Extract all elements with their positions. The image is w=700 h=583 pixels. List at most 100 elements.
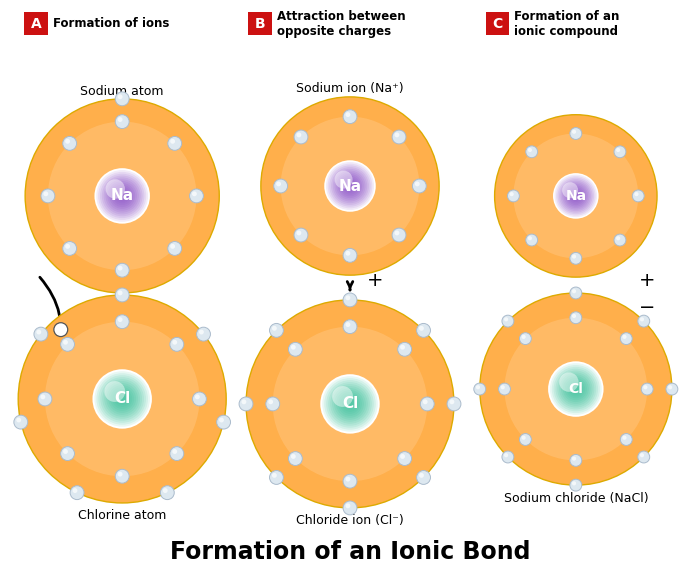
Text: −: −	[639, 298, 655, 317]
Circle shape	[398, 452, 412, 465]
Circle shape	[526, 146, 538, 158]
Circle shape	[572, 456, 576, 461]
Circle shape	[562, 182, 578, 198]
Circle shape	[420, 397, 434, 411]
Circle shape	[522, 335, 526, 339]
Circle shape	[640, 453, 644, 457]
Circle shape	[68, 345, 176, 454]
Circle shape	[111, 185, 133, 207]
Circle shape	[112, 389, 132, 409]
Circle shape	[334, 388, 366, 420]
Text: Attraction between
opposite charges: Attraction between opposite charges	[276, 9, 405, 37]
Circle shape	[554, 175, 597, 217]
Text: Cl: Cl	[342, 396, 358, 412]
Circle shape	[419, 326, 424, 331]
Circle shape	[331, 167, 369, 205]
Circle shape	[570, 252, 582, 264]
Circle shape	[568, 382, 583, 396]
Circle shape	[419, 473, 424, 478]
Circle shape	[548, 361, 603, 417]
Circle shape	[294, 130, 308, 144]
Circle shape	[344, 398, 356, 410]
Circle shape	[622, 335, 626, 339]
Circle shape	[559, 373, 592, 406]
Circle shape	[508, 190, 519, 202]
Circle shape	[563, 376, 589, 402]
Circle shape	[48, 122, 197, 270]
Circle shape	[99, 375, 146, 423]
Circle shape	[572, 482, 576, 486]
Circle shape	[504, 453, 508, 457]
Circle shape	[415, 181, 420, 187]
Text: Chlorine atom: Chlorine atom	[78, 510, 167, 522]
Circle shape	[346, 503, 350, 508]
Circle shape	[526, 234, 538, 246]
Circle shape	[638, 315, 650, 327]
Circle shape	[340, 175, 360, 196]
Circle shape	[346, 112, 350, 117]
Circle shape	[565, 185, 587, 206]
Circle shape	[561, 181, 591, 211]
Circle shape	[295, 349, 405, 458]
Circle shape	[41, 317, 204, 480]
Circle shape	[343, 319, 357, 333]
Circle shape	[570, 454, 582, 466]
Circle shape	[118, 266, 122, 271]
Circle shape	[43, 191, 48, 196]
Circle shape	[272, 473, 276, 478]
Circle shape	[302, 139, 398, 234]
Circle shape	[480, 293, 672, 485]
Circle shape	[268, 399, 273, 404]
Circle shape	[109, 183, 135, 209]
Circle shape	[348, 402, 352, 406]
Circle shape	[170, 244, 175, 249]
Circle shape	[63, 136, 76, 150]
Circle shape	[118, 317, 122, 322]
Circle shape	[632, 190, 644, 202]
Circle shape	[554, 367, 598, 411]
Circle shape	[45, 119, 200, 273]
Circle shape	[528, 236, 532, 240]
Circle shape	[533, 153, 618, 238]
Circle shape	[398, 342, 412, 356]
Circle shape	[447, 397, 461, 411]
Circle shape	[342, 396, 358, 412]
Circle shape	[104, 381, 140, 417]
Circle shape	[570, 128, 582, 139]
Circle shape	[476, 385, 480, 389]
Circle shape	[34, 327, 48, 341]
Circle shape	[114, 391, 130, 407]
Circle shape	[634, 192, 638, 196]
Circle shape	[297, 230, 301, 236]
Circle shape	[328, 382, 372, 426]
Circle shape	[170, 139, 175, 144]
Circle shape	[392, 130, 406, 144]
Circle shape	[118, 472, 122, 476]
Circle shape	[328, 164, 372, 208]
Circle shape	[302, 139, 398, 234]
Circle shape	[195, 395, 200, 399]
Circle shape	[332, 386, 368, 422]
Circle shape	[510, 192, 514, 196]
Circle shape	[620, 333, 632, 345]
Circle shape	[246, 300, 454, 508]
Circle shape	[550, 363, 602, 415]
Circle shape	[668, 385, 672, 389]
Circle shape	[116, 264, 129, 277]
Circle shape	[217, 415, 230, 429]
Circle shape	[45, 322, 200, 476]
Circle shape	[343, 179, 357, 193]
Circle shape	[266, 397, 280, 411]
Circle shape	[502, 315, 514, 327]
Circle shape	[102, 175, 143, 216]
Circle shape	[416, 324, 430, 338]
Circle shape	[343, 501, 357, 515]
Circle shape	[416, 470, 430, 484]
Circle shape	[556, 176, 596, 216]
Circle shape	[268, 322, 432, 486]
Circle shape	[568, 188, 583, 203]
Circle shape	[330, 384, 370, 424]
Circle shape	[567, 187, 585, 205]
Circle shape	[666, 383, 678, 395]
Circle shape	[346, 251, 350, 256]
